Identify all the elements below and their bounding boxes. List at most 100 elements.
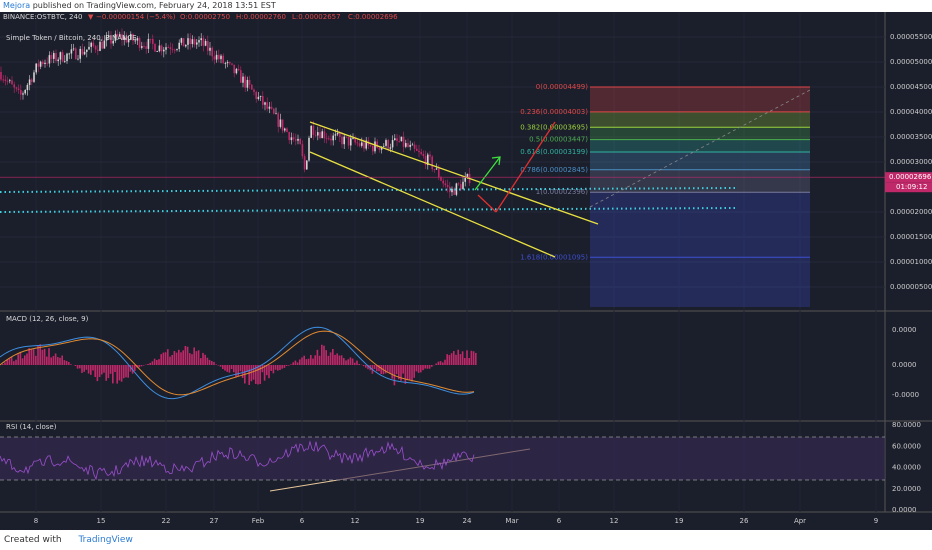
rsi-tick-label: 20.0000 <box>892 485 921 493</box>
macd-hist <box>246 365 248 372</box>
macd-hist <box>325 350 327 365</box>
ticker-low: L:0.00002657 <box>292 13 341 21</box>
macd-hist <box>162 352 165 365</box>
candle-body <box>301 144 304 157</box>
x-tick-label: Apr <box>794 517 806 525</box>
macd-hist <box>114 365 116 373</box>
macd-hist <box>52 356 55 365</box>
candle-body <box>70 49 73 54</box>
macd-hist <box>285 365 288 367</box>
rsi-line <box>0 440 475 481</box>
candle-body <box>202 38 205 46</box>
candle-body <box>413 144 416 149</box>
macd-hist <box>301 357 303 365</box>
rsi-tick-label: 80.0000 <box>892 421 921 429</box>
macd-hist <box>39 344 41 365</box>
macd-hist <box>332 348 334 365</box>
macd-hist <box>24 355 26 365</box>
candle-body <box>191 39 194 45</box>
candle-body <box>218 54 220 60</box>
macd-hist <box>431 365 433 367</box>
macd-hist <box>274 365 277 370</box>
macd-hist <box>349 357 352 365</box>
candle-body <box>145 46 147 49</box>
macd-hist <box>466 350 468 365</box>
macd-hist <box>206 357 209 365</box>
signal-line <box>0 330 475 396</box>
candle-body <box>424 155 427 166</box>
author[interactable]: Mejora <box>3 1 31 10</box>
ticker-change: −0.00000154 (−5.4%) <box>96 13 176 21</box>
candle-body <box>336 133 339 135</box>
candle-body <box>121 34 123 40</box>
macd-hist <box>347 359 349 365</box>
macd-hist <box>321 344 323 365</box>
macd-hist <box>191 354 193 365</box>
candle-body <box>451 188 453 193</box>
macd-hist <box>329 352 332 365</box>
macd-hist <box>475 352 477 365</box>
candle-body <box>411 144 414 146</box>
macd-hist <box>340 355 343 365</box>
x-tick-label: 19 <box>416 517 425 525</box>
macd-hist <box>250 365 253 382</box>
macd-hist <box>10 356 13 365</box>
candle-body <box>28 79 31 85</box>
macd-title: MACD (12, 26, close, 9) <box>6 315 89 323</box>
macd-hist <box>334 354 336 365</box>
candle-body <box>383 145 385 147</box>
header-text: published on TradingView.com, February 2… <box>32 1 276 10</box>
candle-body <box>435 168 438 170</box>
ticker-close: C:0.00002696 <box>348 13 398 21</box>
candle-body <box>163 49 165 52</box>
candle-body <box>112 40 114 44</box>
x-tick-label: 12 <box>351 517 360 525</box>
candle-body <box>391 140 394 148</box>
macd-hist <box>2 364 4 365</box>
macd-hist <box>15 359 17 365</box>
macd-hist <box>290 364 292 365</box>
rsi-tick-label: 0.0000 <box>892 506 917 514</box>
candle-body <box>20 89 22 95</box>
macd-hist <box>153 358 156 365</box>
macd-hist <box>468 357 470 365</box>
macd-hist <box>417 365 420 373</box>
candle-body <box>332 135 334 141</box>
macd-hist <box>292 362 294 365</box>
candle-body <box>119 34 121 37</box>
macd-hist <box>61 355 63 365</box>
fib-zone <box>590 169 810 193</box>
x-tick-label: 19 <box>675 517 684 525</box>
x-tick-label: 26 <box>740 517 749 525</box>
brand[interactable]: TradingView <box>78 535 133 545</box>
macd-hist <box>420 365 422 373</box>
candle-body <box>255 91 257 100</box>
macd-hist <box>197 350 200 365</box>
fib-retracement: 0(0.00004499) 0.236(0.00004003) 0.382(0.00… <box>520 83 810 307</box>
candle-body <box>358 143 361 146</box>
macd-hist <box>182 350 184 365</box>
candle-body <box>209 47 211 51</box>
macd-hist <box>50 357 52 365</box>
channel-line <box>309 121 599 225</box>
candle-body <box>444 183 447 186</box>
candle-body <box>11 80 13 85</box>
candle-body <box>407 143 409 147</box>
fib-zone <box>590 139 810 153</box>
macd-hist <box>211 361 213 365</box>
candle-body <box>299 138 301 145</box>
fib-label: 0(0.00004499) <box>536 83 588 91</box>
macd-hist <box>446 354 448 365</box>
macd-hist <box>54 353 57 365</box>
fib-zone <box>590 257 810 307</box>
macd-hist <box>345 360 347 365</box>
candle-body <box>253 89 255 92</box>
macd-hist <box>156 360 158 365</box>
macd-hist <box>147 363 149 365</box>
candle-body <box>97 49 99 51</box>
candle-body <box>235 68 238 74</box>
x-tick-label: 27 <box>210 517 219 525</box>
candle-body <box>376 141 378 148</box>
ticker-high: H:0.00002760 <box>236 13 286 21</box>
candle-body <box>328 138 330 140</box>
